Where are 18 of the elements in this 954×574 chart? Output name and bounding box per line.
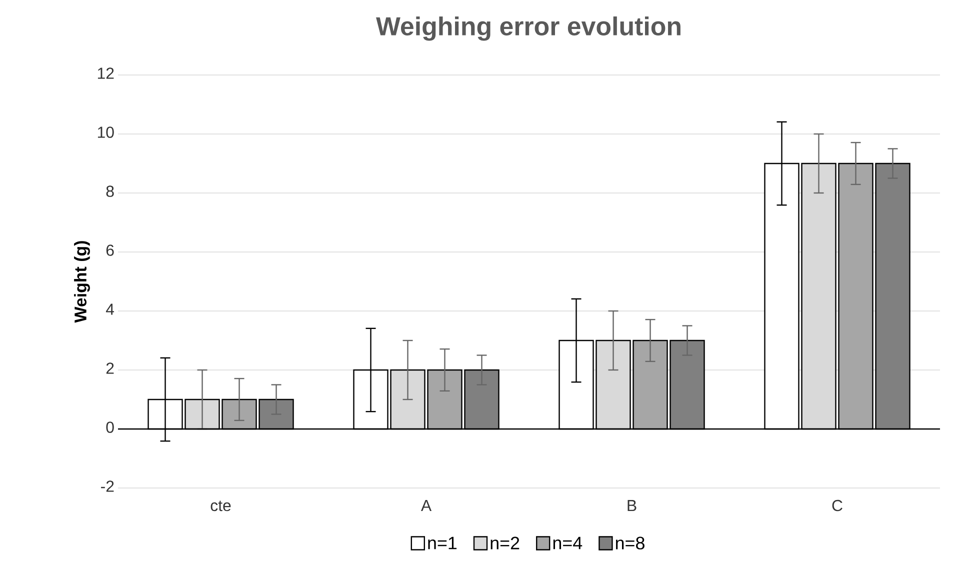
y-tick-label: 12 — [98, 68, 114, 79]
legend-label: n=4 — [553, 536, 582, 550]
x-tick-label: A — [420, 500, 432, 512]
y-tick-label: 10 — [98, 126, 114, 138]
x-tick-label: cte — [210, 500, 231, 512]
y-tick-label: 2 — [106, 362, 114, 374]
y-tick-label: 4 — [106, 304, 114, 315]
chart-title: Weighing error evolution — [376, 16, 680, 41]
x-tick-label: C — [832, 500, 842, 512]
y-tick-label: -2 — [101, 480, 114, 492]
y-tick-label: 8 — [106, 186, 114, 197]
legend-label: n=8 — [616, 536, 644, 550]
y-tick-label: 0 — [106, 422, 114, 433]
x-tick-label: B — [628, 500, 636, 512]
legend-label: n=2 — [490, 536, 520, 550]
y-tick-label: 6 — [106, 244, 114, 256]
legend-label: n=1 — [428, 536, 457, 550]
y-axis-title: Weight (g) — [74, 241, 90, 323]
